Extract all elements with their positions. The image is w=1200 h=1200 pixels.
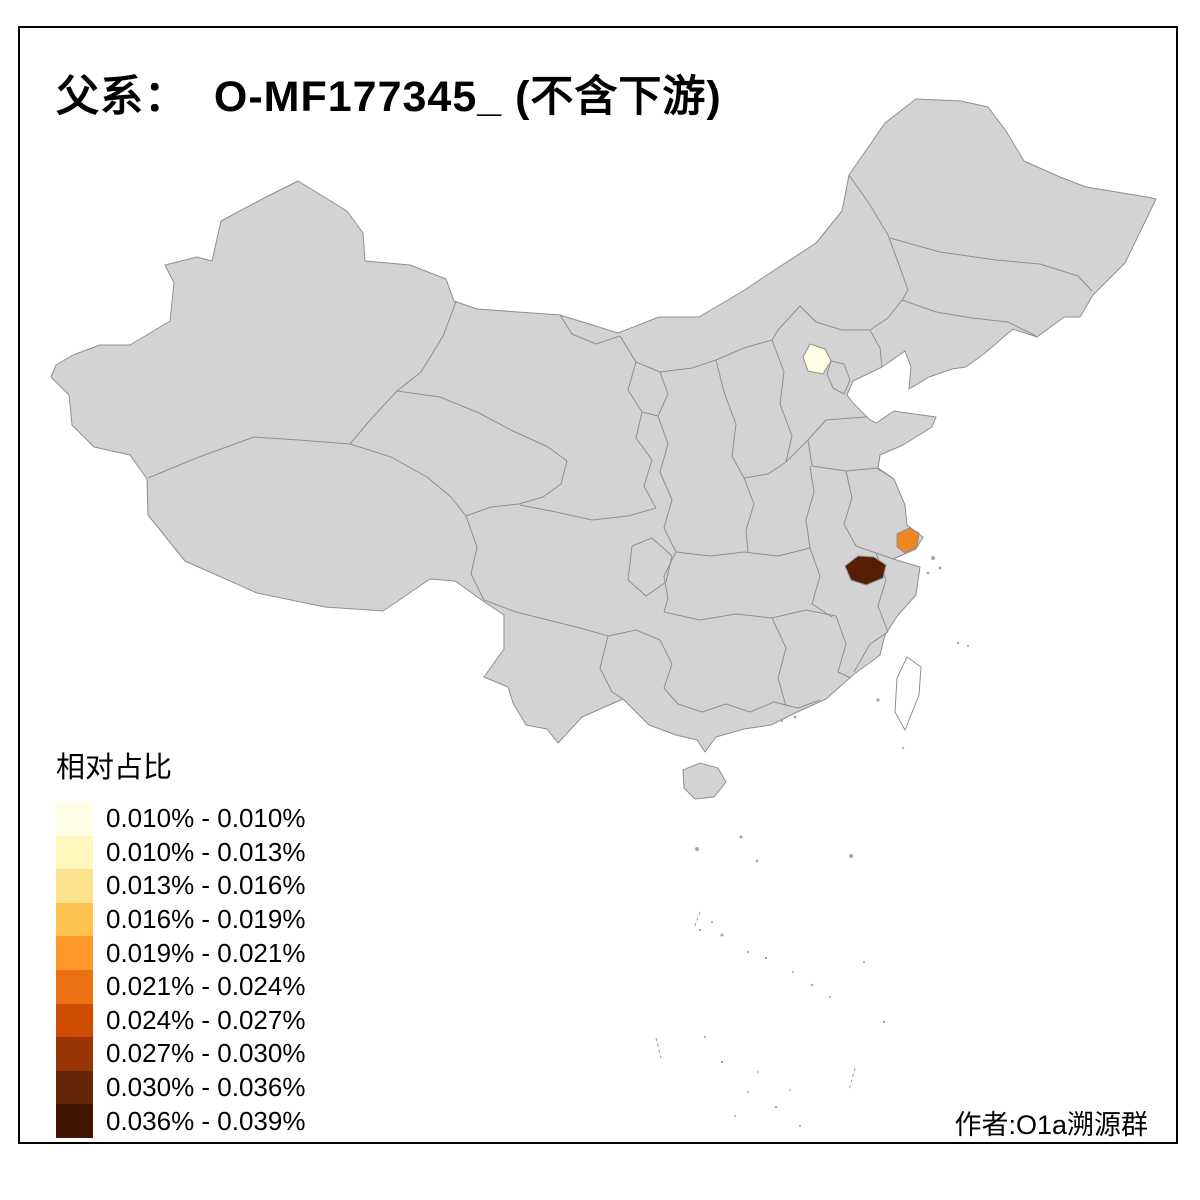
legend-row: 0.021% - 0.024% bbox=[56, 969, 306, 1004]
legend-label: 0.016% - 0.019% bbox=[106, 904, 306, 935]
legend-row: 0.010% - 0.013% bbox=[56, 835, 306, 870]
legend-label: 0.013% - 0.016% bbox=[106, 870, 306, 901]
legend-label: 0.027% - 0.030% bbox=[106, 1038, 306, 1069]
legend-row: 0.027% - 0.030% bbox=[56, 1037, 305, 1071]
legend-title: 相对占比 bbox=[56, 752, 173, 784]
legend-label: 0.036% - 0.039% bbox=[106, 1105, 306, 1136]
legend-swatch bbox=[56, 902, 93, 937]
region-beijing bbox=[802, 343, 832, 375]
legend-label: 0.030% - 0.036% bbox=[106, 1072, 306, 1103]
legend-swatch bbox=[56, 869, 93, 903]
legend-swatch bbox=[56, 969, 93, 1004]
legend-row: 0.036% - 0.039% bbox=[56, 1104, 305, 1138]
legend-label: 0.021% - 0.024% bbox=[106, 971, 306, 1002]
legend-swatch bbox=[56, 1104, 93, 1138]
region-south-anhui bbox=[844, 555, 887, 586]
legend-row: 0.019% - 0.021% bbox=[56, 936, 305, 970]
legend-swatch bbox=[56, 835, 93, 870]
legend: 相对占比 0.010% - 0.010% 0.010% - 0.013% 0.0… bbox=[56, 744, 305, 1138]
plot-frame bbox=[18, 26, 1178, 1144]
legend-swatch bbox=[56, 1070, 93, 1105]
legend-row: 0.013% - 0.016% bbox=[56, 869, 305, 903]
region-taiwan bbox=[894, 656, 922, 732]
legend-row: 0.030% - 0.036% bbox=[56, 1070, 306, 1105]
mainland-china-shape bbox=[50, 98, 1157, 753]
legend-swatch bbox=[56, 1037, 93, 1071]
legend-swatch bbox=[56, 802, 93, 836]
legend-label: 0.024% - 0.027% bbox=[106, 1004, 306, 1035]
legend-swatch bbox=[56, 1003, 93, 1038]
legend-swatch bbox=[56, 936, 93, 970]
legend-row: 0.016% - 0.019% bbox=[56, 902, 306, 937]
reef-dash-lines bbox=[655, 911, 856, 1091]
province-borders bbox=[147, 174, 1093, 713]
legend-row: 0.010% - 0.010% bbox=[56, 802, 305, 836]
legend-label: 0.010% - 0.013% bbox=[106, 836, 306, 867]
sea-islands bbox=[655, 556, 969, 1127]
plot-title: 父系： O-MF177345_ (不含下游) bbox=[56, 73, 722, 121]
author-credit: 作者:O1a溯源群 bbox=[954, 1110, 1148, 1140]
legend-row: 0.024% - 0.027% bbox=[56, 1003, 306, 1038]
legend-label: 0.019% - 0.021% bbox=[106, 937, 306, 968]
region-hainan bbox=[682, 762, 727, 800]
region-shanghai bbox=[896, 527, 920, 554]
legend-label: 0.010% - 0.010% bbox=[106, 803, 306, 834]
